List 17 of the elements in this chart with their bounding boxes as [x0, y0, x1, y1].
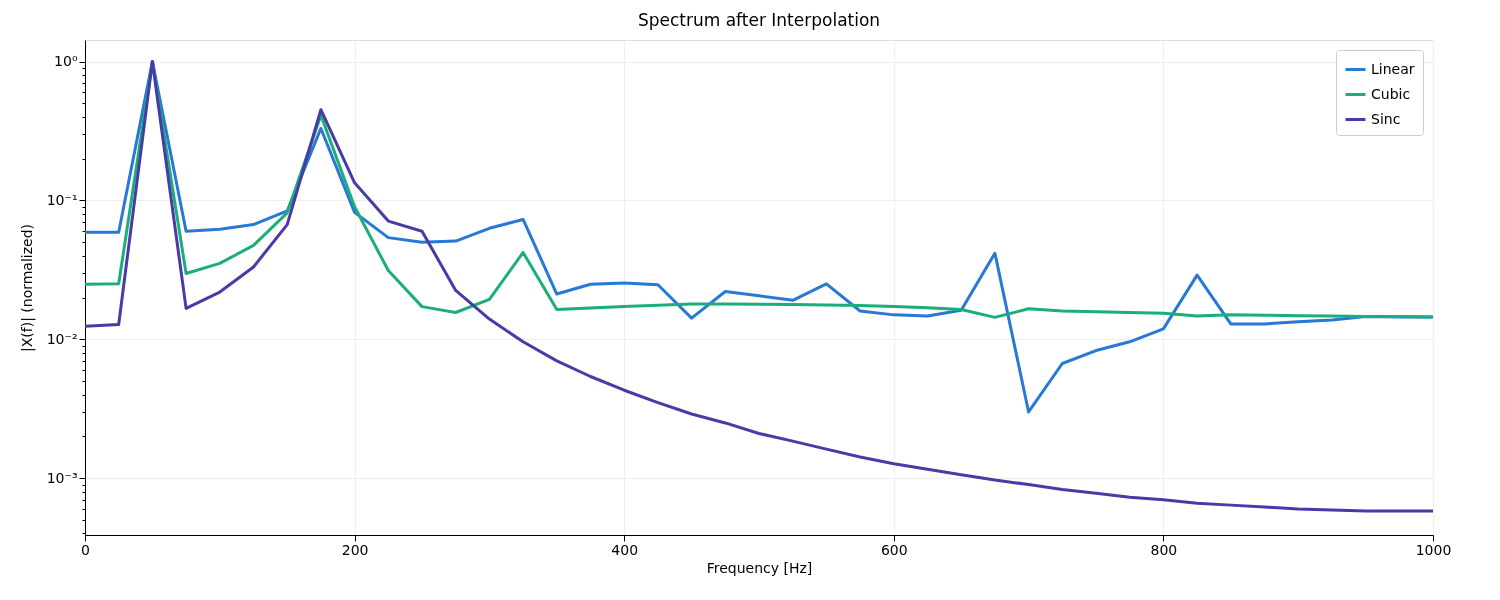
- y-tick-label: 10⁻²: [46, 330, 78, 347]
- y-axis-title: |X(f)| (normalized): [18, 223, 36, 353]
- x-tick-label: 800: [1150, 541, 1178, 558]
- x-tick-label: 1000: [1415, 541, 1452, 558]
- x-tick-label: 400: [611, 541, 639, 558]
- x-axis-title: Frequency [Hz]: [706, 559, 813, 576]
- y-tick-label: 10⁻¹: [46, 191, 78, 208]
- y-tick-label: 10⁰: [54, 53, 78, 70]
- x-tick-label: 600: [880, 541, 908, 558]
- chart-title: Spectrum after Interpolation: [637, 10, 881, 30]
- y-tick-label: 10⁻³: [46, 469, 78, 486]
- legend-label: Sinc: [1371, 110, 1401, 127]
- legend-label: Linear: [1371, 60, 1415, 77]
- x-tick-label: 200: [341, 541, 369, 558]
- line-series: [85, 60, 1433, 513]
- x-tick-label: 0: [81, 541, 90, 558]
- legend-label: Cubic: [1371, 85, 1411, 102]
